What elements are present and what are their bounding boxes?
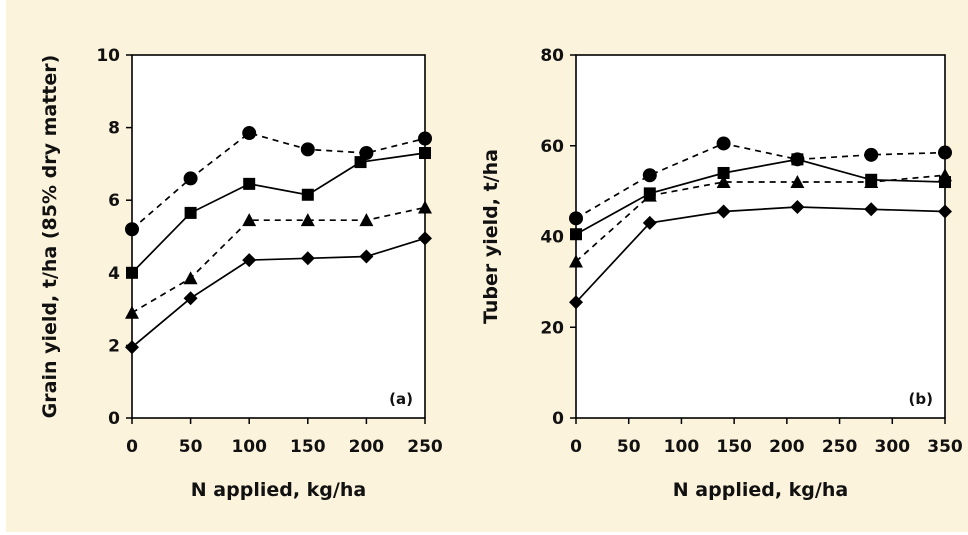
- data-point-triangle: [183, 271, 198, 285]
- x-tick-label: 200: [349, 437, 385, 457]
- series-triangle: [125, 200, 432, 319]
- data-point-circle: [569, 211, 583, 226]
- plot-area: [131, 54, 426, 419]
- data-point-square: [243, 177, 256, 190]
- x-tick-label: 150: [290, 437, 326, 457]
- data-point-circle: [418, 131, 432, 146]
- x-axis-title: N applied, kg/ha: [673, 479, 848, 501]
- data-point-diamond: [242, 253, 257, 268]
- data-point-circle: [864, 147, 879, 162]
- data-point-triangle: [864, 175, 879, 189]
- data-point-circle: [125, 222, 139, 237]
- data-point-triangle: [642, 188, 657, 202]
- data-point-diamond: [359, 249, 374, 264]
- data-point-triangle: [242, 213, 257, 227]
- x-tick-label: 100: [231, 437, 267, 457]
- series-diamond: [569, 200, 952, 310]
- y-tick-label: 10: [96, 46, 120, 66]
- data-point-triangle: [716, 175, 731, 189]
- x-tick-label: 250: [822, 437, 858, 457]
- data-point-circle: [300, 142, 315, 157]
- y-tick-label: 8: [108, 119, 120, 139]
- x-tick-label: 100: [664, 437, 700, 457]
- series-diamond: [125, 231, 432, 355]
- data-point-circle: [716, 136, 731, 151]
- y-tick-label: 4: [108, 264, 120, 284]
- data-point-diamond: [864, 202, 879, 217]
- x-tick-label: 350: [927, 437, 963, 457]
- x-tick-label: 150: [716, 437, 752, 457]
- data-point-diamond: [716, 204, 731, 219]
- data-point-square: [570, 228, 582, 241]
- y-tick-label: 0: [552, 409, 564, 429]
- x-tick-label: 0: [126, 437, 138, 457]
- y-tick-label: 60: [540, 137, 564, 157]
- y-axis-title: Tuber yield, t/ha: [480, 149, 502, 324]
- panel-label: (b): [909, 390, 933, 408]
- data-point-diamond: [938, 204, 952, 219]
- data-point-triangle: [359, 213, 374, 227]
- data-point-diamond: [183, 291, 198, 306]
- x-tick-label: 50: [179, 437, 203, 457]
- data-point-square: [354, 156, 367, 169]
- series-line: [575, 174, 946, 263]
- series-line: [131, 152, 426, 274]
- data-point-diamond: [642, 215, 657, 230]
- x-tick-label: 250: [407, 437, 443, 457]
- data-point-triangle: [125, 305, 139, 319]
- data-point-square: [791, 153, 804, 166]
- data-point-diamond: [418, 231, 432, 246]
- y-tick-label: 40: [540, 228, 564, 248]
- figure-panel: 0 2 4 6 8 10 0 50 100 150 200 250 N applied, kg/ha Gr…: [6, 0, 968, 532]
- data-point-diamond: [790, 200, 805, 215]
- y-tick-label: 6: [108, 191, 120, 211]
- series-triangle: [569, 168, 952, 268]
- data-point-diamond: [300, 251, 315, 266]
- series-line: [131, 237, 426, 348]
- plot-area: [575, 54, 946, 419]
- x-tick-label: 0: [570, 437, 582, 457]
- data-point-diamond: [125, 340, 139, 355]
- y-tick-label: 0: [108, 409, 120, 429]
- series-line: [575, 206, 946, 303]
- data-point-triangle: [418, 200, 432, 214]
- panel-label: (a): [389, 390, 413, 408]
- data-point-square: [717, 166, 730, 179]
- data-point-diamond: [569, 295, 583, 310]
- y-tick-label: 80: [540, 46, 564, 66]
- x-axis-title: N applied, kg/ha: [191, 479, 366, 501]
- series-line: [131, 206, 426, 314]
- panel-b: 0 20 40 60 80 0 50 100 150 200 250 300 350 N applied,…: [480, 46, 963, 501]
- data-point-square: [126, 266, 138, 279]
- series-line: [575, 142, 946, 220]
- y-tick-label: 20: [540, 318, 564, 338]
- data-point-square: [301, 188, 314, 201]
- series-circle: [125, 126, 432, 237]
- y-axis-title: Grain yield, t/ha (85% dry matter): [39, 55, 61, 419]
- data-point-triangle: [938, 168, 952, 182]
- data-point-square: [419, 147, 431, 160]
- x-tick-label: 300: [875, 437, 911, 457]
- x-tick-label: 50: [617, 437, 641, 457]
- data-point-square: [184, 206, 197, 219]
- data-point-triangle: [790, 175, 805, 189]
- data-point-triangle: [300, 213, 315, 227]
- data-point-circle: [183, 171, 198, 186]
- series-square: [126, 147, 431, 279]
- data-point-circle: [938, 145, 952, 160]
- y-tick-label: 2: [108, 336, 120, 356]
- data-point-circle: [242, 126, 257, 141]
- data-point-circle: [642, 168, 657, 183]
- x-tick-label: 200: [769, 437, 805, 457]
- data-point-triangle: [569, 254, 583, 268]
